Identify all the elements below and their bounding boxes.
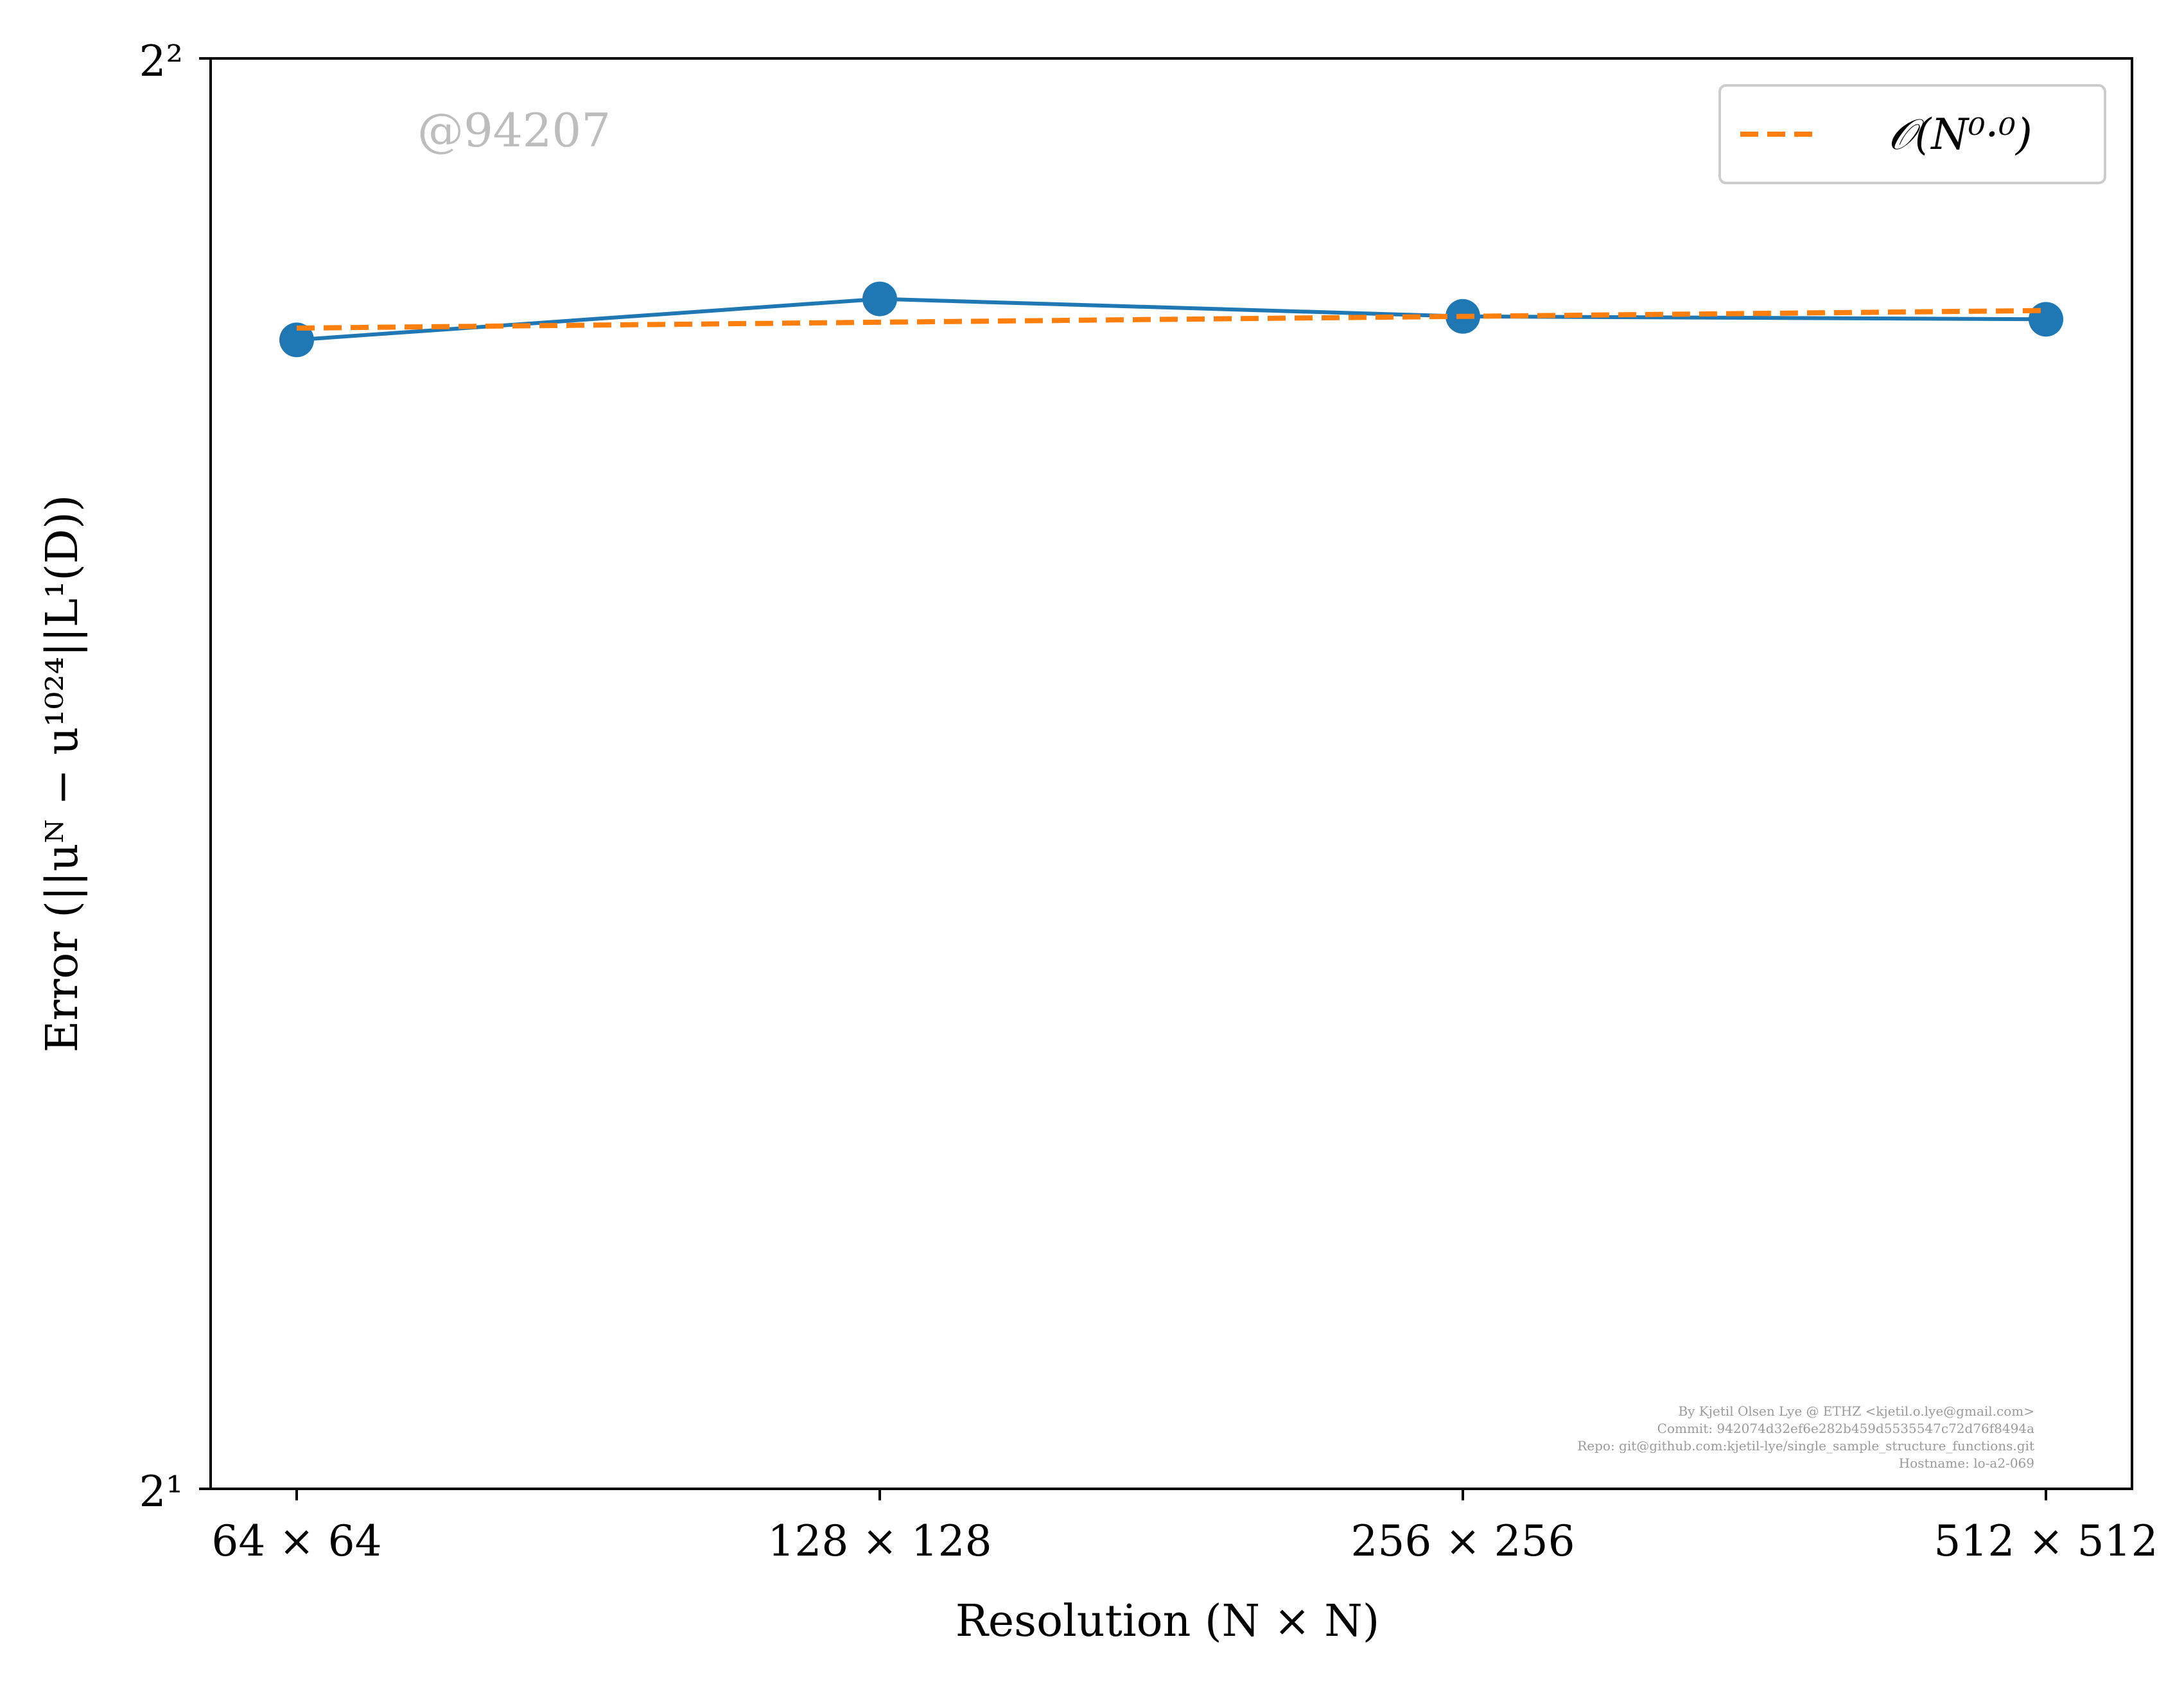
watermark-text: @94207 [417, 103, 611, 157]
error-series-point [279, 322, 314, 358]
plot-area-frame [209, 57, 2133, 1490]
x-axis: 64 × 64 128 × 128 256 × 256 512 × 512 [211, 1489, 2158, 1566]
y-axis-label: Error (||uᴺ − u¹⁰²⁴||L¹(D)) [37, 495, 88, 1053]
footer-line: Commit: 942074d32ef6e282b459d5535547c72d… [1657, 1421, 2034, 1436]
x-axis-label: Resolution (N × N) [956, 1596, 1380, 1647]
y-tick-label: 2¹ [139, 1467, 183, 1516]
error-series-line [296, 297, 2047, 342]
footer-attribution: By Kjetil Olsen Lye @ ETHZ <kjetil.o.lye… [1577, 1403, 2034, 1471]
error-series-point [862, 281, 897, 317]
legend: 𝒪(N⁰·⁰) [1718, 84, 2106, 184]
legend-box [1718, 84, 2106, 184]
x-tick-label: 256 × 256 [1350, 1516, 1575, 1566]
reference-series-line [296, 308, 2047, 331]
x-tick-label: 64 × 64 [211, 1516, 381, 1566]
footer-line: Hostname: lo-a2-069 [1899, 1455, 2034, 1471]
x-tick-label: 512 × 512 [1934, 1516, 2158, 1566]
y-tick-label: 2² [139, 37, 183, 86]
series-layer [279, 281, 2063, 358]
y-axis: 2² 2¹ [139, 37, 211, 1516]
legend-label: 𝒪(N⁰·⁰) [1888, 110, 2032, 159]
error-series-point [2029, 302, 2063, 337]
footer-line: Repo: git@github.com:kjetil-lye/single_s… [1577, 1438, 2034, 1454]
footer-line: By Kjetil Olsen Lye @ ETHZ <kjetil.o.lye… [1678, 1403, 2034, 1419]
x-tick-label: 128 × 128 [767, 1516, 992, 1566]
